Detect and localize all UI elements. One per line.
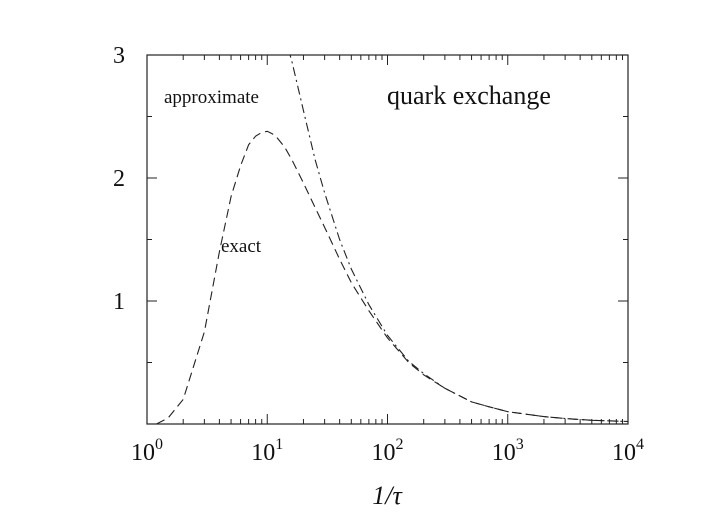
axes-layer: 100 101 102 103 104 1 2 3 — [113, 43, 644, 466]
y-tick-label: 1 — [113, 289, 125, 315]
x-tick-label: 101 — [251, 436, 283, 466]
series-layer — [156, 55, 628, 424]
series-line-exact — [156, 130, 628, 424]
x-tick-label: 102 — [372, 436, 404, 466]
x-tick-label: 100 — [131, 436, 163, 466]
labels-layer: quark exchange approximate exact 1/τ — [164, 81, 551, 510]
x-tick-label: 104 — [612, 436, 644, 466]
plot-frame — [146, 54, 629, 425]
series-group — [156, 55, 628, 424]
series-label-exact: exact — [221, 236, 262, 257]
x-tick-label: 103 — [492, 436, 524, 466]
y-tick-label: 3 — [113, 43, 125, 69]
series-label-approximate: approximate — [164, 87, 259, 108]
x-axis-label: 1/τ — [372, 481, 403, 510]
y-tick-label: 2 — [113, 166, 125, 192]
panel-label-quark-exchange: quark exchange — [387, 81, 551, 110]
